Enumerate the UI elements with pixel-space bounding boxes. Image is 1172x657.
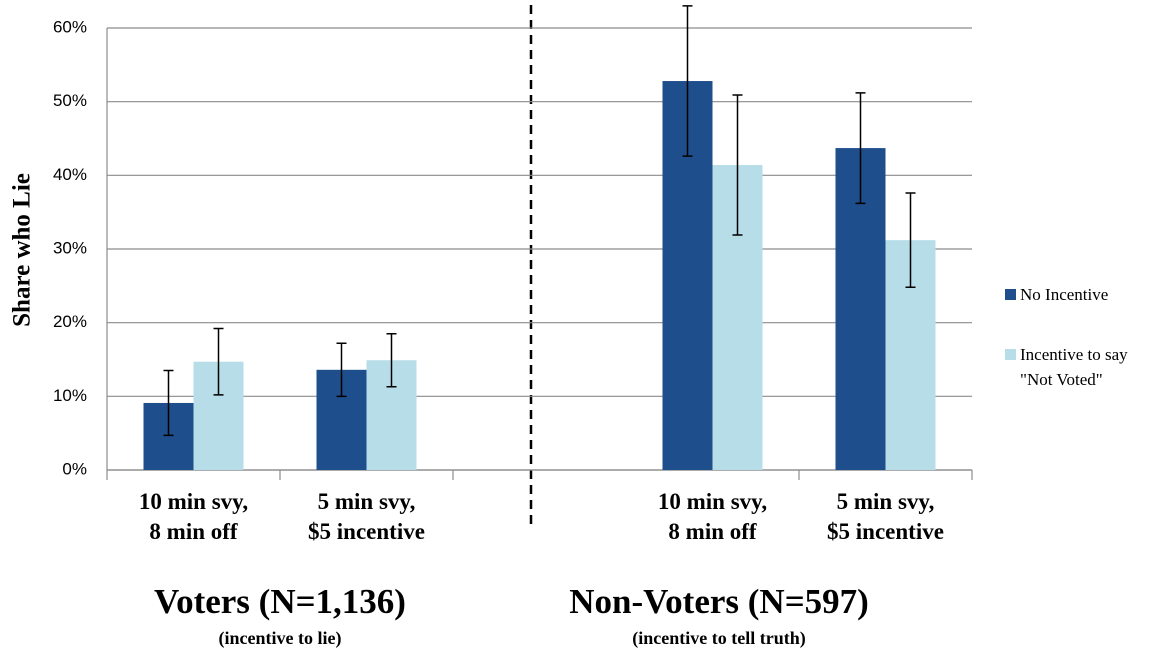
y-tick-label: 40% — [53, 165, 87, 184]
error-bar — [732, 94, 743, 236]
error-bar — [855, 92, 866, 205]
error-bar — [682, 5, 693, 157]
error-bar — [386, 332, 397, 388]
legend-swatch — [1005, 349, 1016, 360]
group-title: Voters (N=1,136) — [154, 582, 406, 621]
y-tick-label: 10% — [53, 386, 87, 405]
y-tick-label: 30% — [53, 238, 87, 257]
error-bar — [163, 369, 174, 437]
error-bar — [905, 192, 916, 289]
x-tick-label: 10 min svy, 8 min off — [138, 489, 249, 544]
y-tick-label: 0% — [62, 459, 87, 478]
legend-label: No Incentive — [1020, 285, 1109, 304]
x-tick-label: 5 min svy, $5 incentive — [308, 489, 425, 544]
y-tick-label: 50% — [53, 91, 87, 110]
y-axis-label: Share who Lie — [9, 173, 36, 327]
group-title: Non-Voters (N=597) — [569, 582, 869, 621]
error-bar — [213, 327, 224, 396]
group-subtitle: (incentive to tell truth) — [632, 628, 806, 648]
x-tick-label: 5 min svy, $5 incentive — [827, 489, 944, 544]
legend-label: Incentive to say "Not Voted" — [1020, 345, 1128, 389]
group-subtitle: (incentive to lie) — [218, 628, 342, 648]
y-tick-label: 20% — [53, 312, 87, 331]
x-tick-label: 10 min svy, 8 min off — [657, 489, 768, 544]
legend-swatch — [1005, 289, 1016, 300]
y-tick-label: 60% — [53, 17, 87, 36]
error-bar — [336, 342, 347, 398]
